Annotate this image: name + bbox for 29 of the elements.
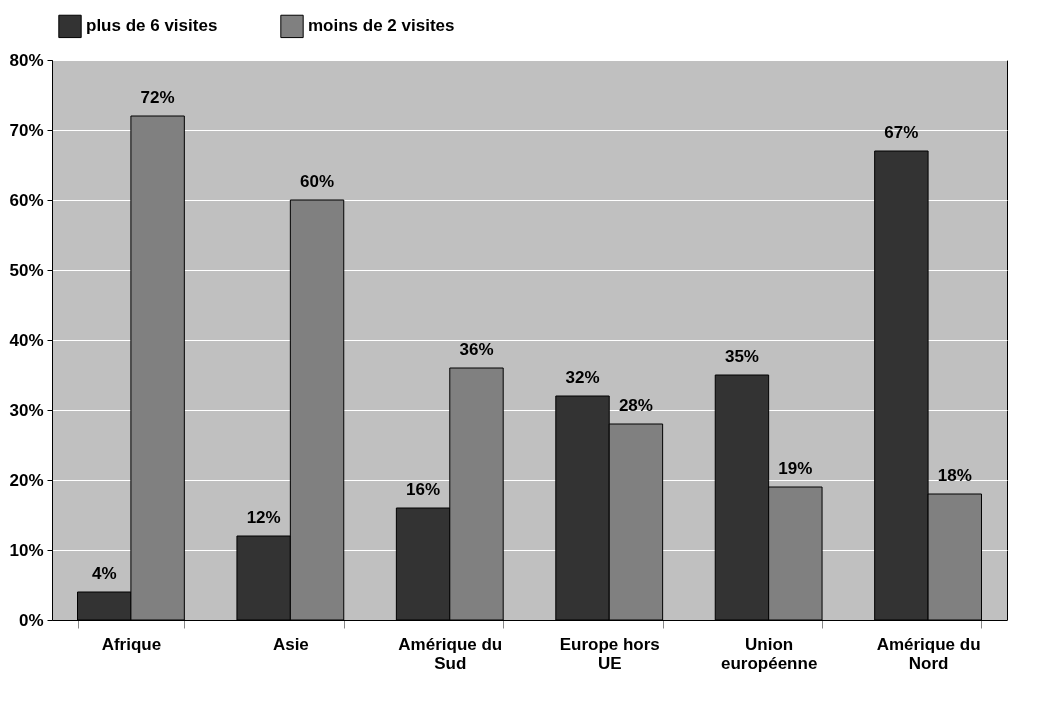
data-label: 12%	[246, 508, 281, 527]
data-label: 19%	[778, 459, 813, 478]
x-tick-label: Amérique du Nord	[876, 634, 981, 673]
data-label: 16%	[406, 480, 441, 499]
data-label: 28%	[618, 396, 653, 415]
x-tick-label: Amérique du Sud	[398, 634, 503, 673]
legend-label: plus de 6 visites	[86, 16, 218, 36]
y-tick-label: 30%	[9, 400, 44, 420]
y-tick-label: 0%	[18, 610, 44, 630]
y-tick-label: 10%	[9, 540, 44, 560]
x-tick-label: Asie	[272, 634, 309, 654]
data-label: 4%	[91, 564, 117, 583]
data-label: 35%	[724, 347, 759, 366]
x-tick-label: Europe hors UE	[559, 634, 660, 673]
data-label: 36%	[459, 340, 494, 359]
y-tick-label: 70%	[9, 120, 44, 140]
x-tick-label: Union européenne	[720, 634, 818, 673]
data-label: 67%	[884, 123, 919, 142]
data-label: 18%	[937, 466, 972, 485]
y-tick-label: 60%	[9, 190, 44, 210]
y-tick-label: 80%	[9, 50, 44, 70]
data-label: 32%	[565, 368, 600, 387]
y-tick-label: 20%	[9, 470, 44, 490]
y-tick-label: 40%	[9, 330, 44, 350]
data-label: 72%	[140, 88, 175, 107]
x-tick-label: Afrique	[101, 634, 162, 654]
legend-label: moins de 2 visites	[308, 16, 455, 36]
data-label: 60%	[300, 172, 335, 191]
y-tick-label: 50%	[9, 260, 44, 280]
